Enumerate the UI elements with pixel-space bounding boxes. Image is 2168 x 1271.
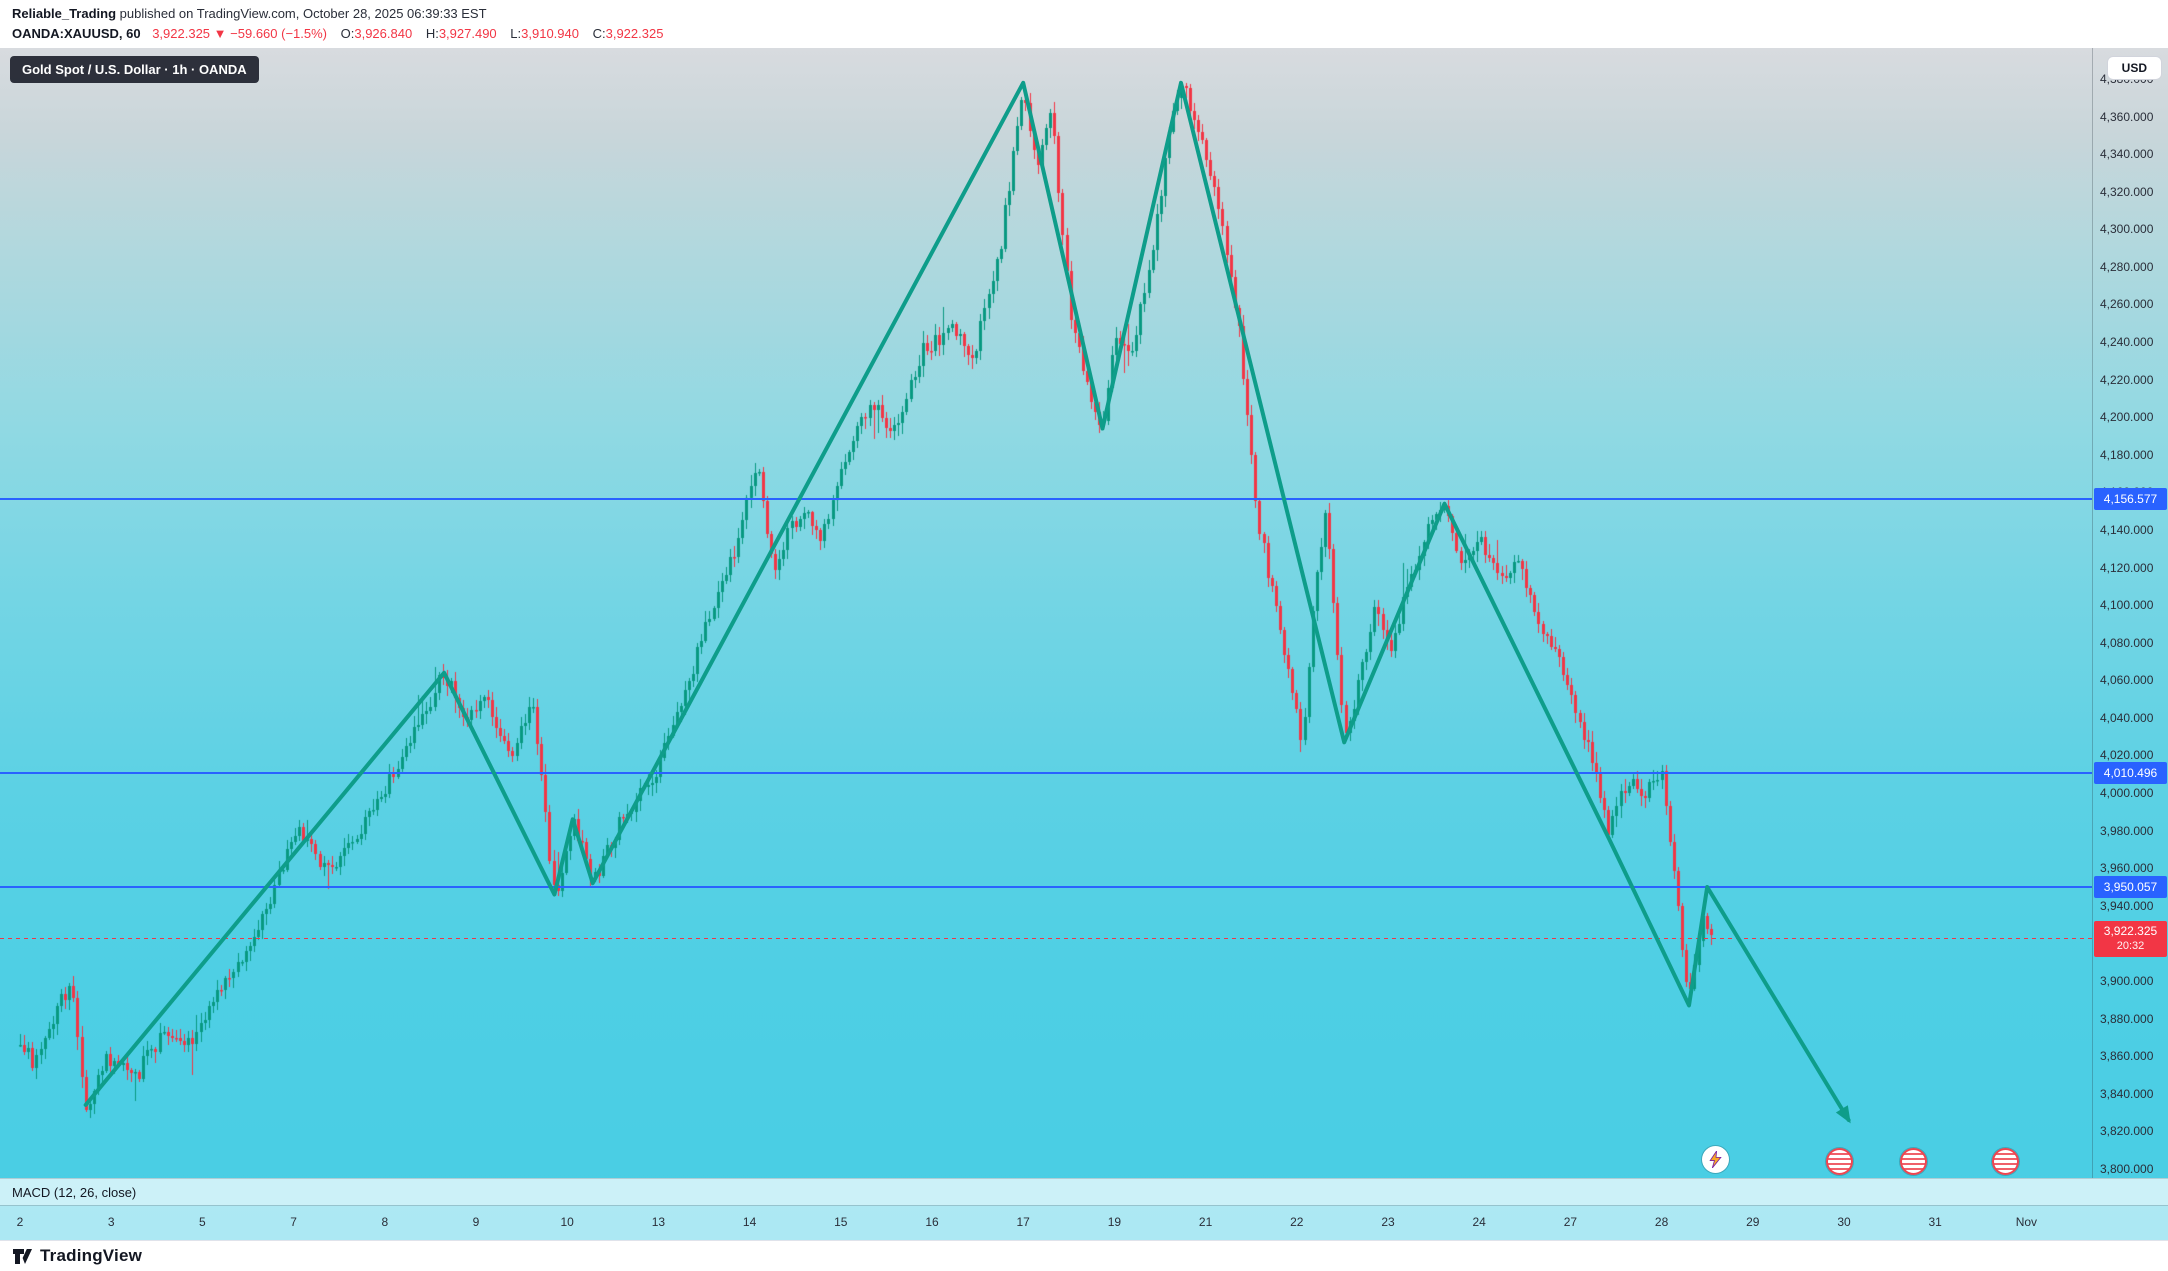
red-striped-sticker[interactable] <box>1900 1148 1927 1175</box>
price-tick-label: 4,140.000 <box>2100 522 2154 537</box>
time-tick-label: 9 <box>472 1215 480 1229</box>
bar-countdown: 20:32 <box>2116 939 2145 952</box>
price-level-badge: 4,010.496 <box>2094 762 2167 785</box>
time-tick-label: 23 <box>1381 1215 1395 1229</box>
high-group: H:3,927.490 <box>426 26 497 41</box>
price-tick-label: 4,120.000 <box>2100 560 2154 575</box>
chart-legend[interactable]: Gold Spot / U.S. Dollar · 1h · OANDA <box>10 56 259 83</box>
price-tick-label: 4,300.000 <box>2100 222 2154 237</box>
red-striped-sticker[interactable] <box>1992 1148 2019 1175</box>
price-level-line[interactable] <box>0 885 2092 888</box>
low-label: L: <box>510 26 522 41</box>
time-tick-label: 3 <box>107 1215 115 1229</box>
close-label: C: <box>592 26 606 41</box>
price-tick-label: 4,340.000 <box>2100 147 2154 162</box>
header-price-change: ▼ −59.660 (−1.5%) <box>213 26 327 41</box>
time-tick-label: 2 <box>16 1215 24 1229</box>
symbol-info-line: OANDA:XAUUSD, 60 3,922.325 ▼ −59.660 (−1… <box>12 25 2156 43</box>
time-tick-label: 16 <box>925 1215 939 1229</box>
time-tick-label: 15 <box>834 1215 848 1229</box>
symbol-name[interactable]: OANDA:XAUUSD, 60 <box>12 26 141 41</box>
price-tick-label: 3,960.000 <box>2100 861 2154 876</box>
time-tick-label: 7 <box>290 1215 297 1229</box>
time-tick-label: 29 <box>1746 1215 1760 1229</box>
price-tick-label: 4,040.000 <box>2100 710 2154 725</box>
drawings-overlay <box>0 48 2092 1178</box>
low-group: L:3,910.940 <box>510 26 579 41</box>
red-striped-sticker[interactable] <box>1826 1148 1853 1175</box>
tradingview-logo[interactable]: TradingView <box>12 1246 142 1267</box>
publication-header: Reliable_Trading published on TradingVie… <box>0 0 2168 48</box>
macd-pane-header[interactable]: MACD (12, 26, close) <box>0 1178 2168 1205</box>
time-tick-label: 21 <box>1198 1215 1213 1229</box>
time-tick-label: 30 <box>1837 1215 1851 1229</box>
price-tick-label: 3,980.000 <box>2100 823 2154 838</box>
price-level-badge: 4,156.577 <box>2094 487 2167 510</box>
price-tick-label: 4,000.000 <box>2100 786 2154 801</box>
time-tick-label: 10 <box>560 1215 574 1229</box>
time-tick-label: 8 <box>381 1215 389 1229</box>
time-tick-label: 13 <box>651 1215 666 1229</box>
close-value: 3,922.325 <box>605 26 664 41</box>
high-value: 3,927.490 <box>438 26 497 41</box>
price-tick-label: 4,020.000 <box>2100 748 2154 763</box>
lightning-sticker[interactable] <box>1702 1146 1729 1173</box>
footer: TradingView <box>0 1240 2168 1271</box>
time-tick-label: 5 <box>199 1215 206 1229</box>
tradingview-logo-text: TradingView <box>40 1246 143 1265</box>
time-tick-label: 14 <box>742 1215 757 1229</box>
price-tick-label: 3,860.000 <box>2100 1049 2154 1064</box>
price-tick-label: 4,320.000 <box>2100 184 2154 199</box>
time-tick-label: 17 <box>1016 1215 1030 1229</box>
time-tick-label: 27 <box>1563 1215 1578 1229</box>
price-tick-label: 3,840.000 <box>2100 1086 2154 1101</box>
macd-label: MACD (12, 26, close) <box>12 1184 137 1200</box>
price-tick-label: 4,260.000 <box>2100 297 2154 312</box>
last-price-badge: 3,922.325 20:32 <box>2094 920 2167 957</box>
tradingview-logo-mark <box>13 1248 32 1264</box>
time-tick-label: Nov <box>2015 1215 2038 1229</box>
time-tick-label: 28 <box>1654 1215 1669 1229</box>
price-tick-label: 3,900.000 <box>2100 973 2154 988</box>
price-level-badge: 3,950.057 <box>2094 875 2167 898</box>
price-tick-label: 3,880.000 <box>2100 1011 2154 1026</box>
last-price-line <box>0 937 2092 940</box>
time-tick-label: 22 <box>1290 1215 1304 1229</box>
price-tick-label: 4,240.000 <box>2100 335 2154 350</box>
time-tick-label: 31 <box>1928 1215 1942 1229</box>
price-tick-label: 4,100.000 <box>2100 598 2154 613</box>
price-tick-label: 4,080.000 <box>2100 635 2154 650</box>
open-group: O:3,926.840 <box>341 26 413 41</box>
candlestick-chart[interactable] <box>0 48 2092 1178</box>
price-level-line[interactable] <box>0 772 2092 775</box>
open-label: O: <box>340 26 355 41</box>
header-last-price: 3,922.325 <box>152 26 211 41</box>
last-price-badge-value: 3,922.325 <box>2103 923 2158 938</box>
publisher-name[interactable]: Reliable_Trading <box>12 6 117 21</box>
trend-zigzag-drawing[interactable] <box>0 48 2092 1178</box>
price-tick-label: 4,220.000 <box>2100 372 2154 387</box>
price-tick-label: 4,180.000 <box>2100 447 2154 462</box>
price-tick-label: 3,940.000 <box>2100 898 2154 913</box>
chart-area[interactable]: Gold Spot / U.S. Dollar · 1h · OANDA USD… <box>0 48 2168 1240</box>
time-tick-label: 19 <box>1107 1215 1122 1229</box>
time-axis[interactable]: 2 3 5 7 8 9 10 13 14 15 16 17 19 21 22 23 24 27 28 29 30 31 No… <box>0 1205 2168 1240</box>
time-tick-label: 24 <box>1472 1215 1486 1229</box>
currency-button[interactable]: USD <box>2106 56 2162 80</box>
close-group: C:3,922.325 <box>593 26 664 41</box>
published-on-text: published on TradingView.com, October 28… <box>116 6 487 21</box>
price-tick-label: 3,800.000 <box>2100 1161 2154 1176</box>
price-tick-label: 3,820.000 <box>2100 1124 2154 1139</box>
price-axis[interactable]: 3,922.325 20:32 3,800.000 3,820.000 3,840.… <box>2092 48 2168 1178</box>
price-level-line[interactable] <box>0 497 2092 500</box>
low-value: 3,910.940 <box>521 26 579 41</box>
high-label: H: <box>425 26 439 41</box>
price-tick-label: 4,060.000 <box>2100 673 2154 688</box>
price-tick-label: 4,200.000 <box>2100 410 2154 425</box>
price-tick-label: 4,360.000 <box>2100 109 2154 124</box>
price-tick-label: 4,280.000 <box>2100 259 2154 274</box>
publication-info: Reliable_Trading published on TradingVie… <box>12 5 2156 23</box>
open-value: 3,926.840 <box>354 26 413 41</box>
